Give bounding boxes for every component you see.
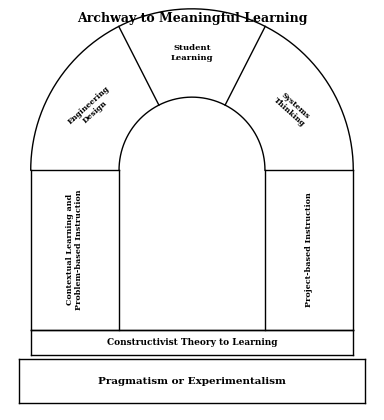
Text: Project-based Instruction: Project-based Instruction [305,192,313,307]
Text: Constructivist Theory to Learning: Constructivist Theory to Learning [107,338,277,347]
Text: Student
Learning: Student Learning [170,45,214,62]
Text: Pragmatism or Experimentalism: Pragmatism or Experimentalism [98,377,286,386]
Text: Engineering
Design: Engineering Design [67,85,118,133]
Text: Contextual Learning and
Problem-based Instruction: Contextual Learning and Problem-based In… [66,190,83,310]
Text: Archway to Meaningful Learning: Archway to Meaningful Learning [77,13,307,25]
Text: Systems
Thinking: Systems Thinking [271,89,312,129]
